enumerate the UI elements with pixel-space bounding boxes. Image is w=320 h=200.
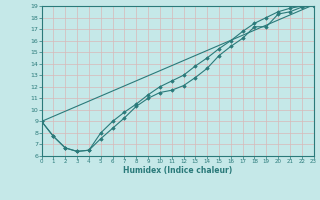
X-axis label: Humidex (Indice chaleur): Humidex (Indice chaleur) xyxy=(123,166,232,175)
